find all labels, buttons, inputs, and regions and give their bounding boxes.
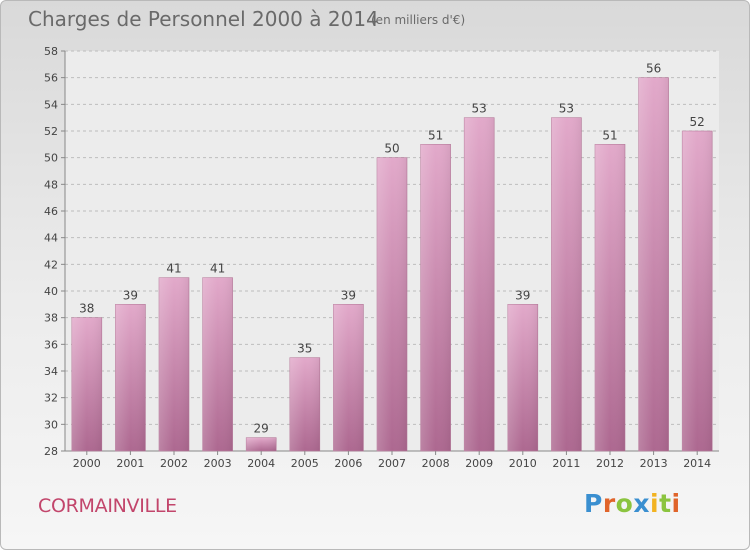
y-tick-label: 42 — [44, 258, 58, 271]
x-tick-label: 2009 — [465, 457, 493, 470]
bar-shine — [289, 357, 320, 451]
logo-letter: o — [615, 489, 634, 518]
x-tick-label: 2002 — [160, 457, 188, 470]
x-tick-label: 2003 — [204, 457, 232, 470]
logo-letter: t — [659, 489, 672, 518]
y-tick-label: 54 — [44, 98, 58, 111]
y-tick-label: 44 — [44, 232, 58, 245]
bar-shine — [377, 157, 407, 451]
commune-name: CORMAINVILLE — [38, 495, 177, 517]
x-tick-label: 2008 — [422, 457, 450, 470]
bar-shine — [638, 77, 669, 452]
y-tick-label: 34 — [44, 365, 58, 378]
proxiti-logo: Proxiti — [584, 489, 681, 518]
x-tick-label: 2007 — [378, 457, 406, 470]
chart-title: Charges de Personnel 2000 à 2014 — [28, 7, 379, 31]
x-tick-label: 2013 — [640, 457, 668, 470]
y-tick-label: 28 — [44, 445, 58, 458]
x-tick-label: 2011 — [552, 457, 580, 470]
chart-subtitle: (en milliers d'€) — [371, 13, 466, 27]
data-label: 38 — [79, 302, 94, 316]
data-label: 39 — [123, 288, 138, 302]
y-tick-label: 40 — [44, 285, 58, 298]
data-label: 53 — [559, 102, 574, 116]
y-tick-label: 56 — [44, 72, 58, 85]
bar-shine — [595, 144, 625, 452]
logo-letter: i — [671, 489, 681, 518]
x-tick-label: 2000 — [73, 457, 101, 470]
data-label: 29 — [254, 422, 269, 436]
data-label: 35 — [297, 342, 312, 356]
y-tick-label: 58 — [44, 45, 58, 58]
y-tick-label: 50 — [44, 152, 58, 165]
y-tick-label: 48 — [44, 178, 58, 191]
x-tick-label: 2006 — [334, 457, 362, 470]
data-label: 53 — [472, 102, 487, 116]
bar-shine — [333, 304, 364, 451]
data-label: 52 — [690, 115, 705, 129]
bar-shine — [159, 277, 189, 451]
data-label: 39 — [341, 288, 356, 302]
data-label: 51 — [428, 128, 443, 142]
x-tick-label: 2001 — [116, 457, 144, 470]
x-tick-label: 2012 — [596, 457, 624, 470]
y-tick-label: 52 — [44, 125, 58, 138]
bar-shine — [420, 144, 451, 452]
data-label: 50 — [384, 142, 399, 156]
data-label: 41 — [166, 262, 181, 276]
y-tick-label: 30 — [44, 418, 58, 431]
x-tick-label: 2004 — [247, 457, 275, 470]
bar-shine — [507, 304, 538, 451]
data-label: 56 — [646, 62, 661, 76]
bar-shine — [246, 437, 277, 451]
y-tick-label: 36 — [44, 338, 58, 351]
x-tick-label: 2010 — [509, 457, 537, 470]
logo-letter: x — [633, 489, 650, 518]
data-label: 41 — [210, 262, 225, 276]
logo-letter: P — [584, 489, 603, 518]
bar-shine — [202, 277, 233, 451]
data-label: 51 — [602, 128, 617, 142]
logo-letter: i — [650, 489, 660, 518]
bar-shine — [551, 117, 582, 452]
y-tick-label: 46 — [44, 205, 58, 218]
bar-shine — [71, 317, 102, 451]
bar-shine — [682, 131, 713, 451]
x-tick-label: 2005 — [291, 457, 319, 470]
y-tick-label: 32 — [44, 392, 58, 405]
data-label: 39 — [515, 288, 530, 302]
logo-letter: r — [602, 489, 616, 518]
bar-shine — [464, 117, 495, 452]
y-tick-label: 38 — [44, 312, 58, 325]
x-tick-label: 2014 — [683, 457, 711, 470]
bar-shine — [115, 304, 146, 451]
